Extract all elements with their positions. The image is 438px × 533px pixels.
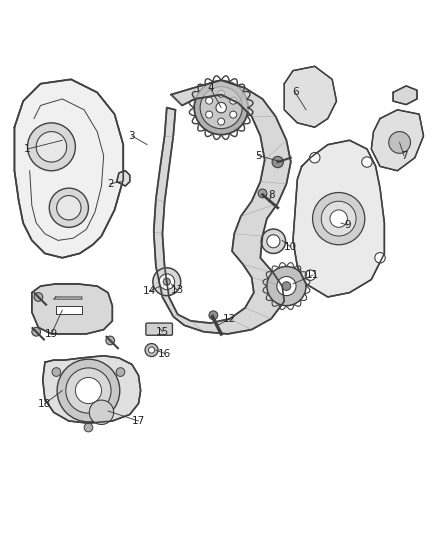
Text: 5: 5	[255, 150, 261, 160]
Polygon shape	[43, 356, 141, 423]
Text: 19: 19	[45, 329, 58, 339]
Circle shape	[66, 368, 111, 413]
Circle shape	[159, 274, 175, 289]
FancyBboxPatch shape	[146, 323, 173, 335]
Polygon shape	[154, 80, 291, 334]
Circle shape	[145, 344, 158, 357]
Circle shape	[116, 368, 125, 376]
Text: 6: 6	[292, 87, 298, 98]
Circle shape	[194, 80, 248, 135]
Text: 4: 4	[207, 83, 214, 93]
Text: 9: 9	[344, 220, 351, 230]
Text: 3: 3	[129, 131, 135, 141]
Circle shape	[258, 189, 267, 198]
Circle shape	[218, 90, 225, 97]
Polygon shape	[284, 66, 336, 127]
Circle shape	[209, 311, 218, 320]
Text: 17: 17	[132, 416, 145, 426]
Circle shape	[277, 277, 296, 296]
Circle shape	[34, 293, 43, 301]
Circle shape	[282, 282, 291, 290]
Polygon shape	[56, 305, 82, 314]
Text: 13: 13	[171, 286, 184, 295]
Circle shape	[218, 118, 225, 125]
Circle shape	[75, 377, 102, 403]
Circle shape	[230, 97, 237, 104]
Circle shape	[49, 188, 88, 228]
Text: 12: 12	[223, 314, 237, 324]
Circle shape	[205, 97, 212, 104]
Circle shape	[389, 132, 410, 154]
Text: 14: 14	[143, 286, 156, 296]
Circle shape	[261, 229, 286, 254]
Polygon shape	[293, 140, 385, 297]
Circle shape	[106, 336, 115, 345]
Circle shape	[205, 111, 212, 118]
Text: 11: 11	[306, 270, 319, 280]
Circle shape	[330, 210, 347, 228]
Circle shape	[36, 132, 67, 162]
Circle shape	[200, 86, 242, 128]
Circle shape	[362, 157, 372, 167]
Text: 18: 18	[38, 399, 52, 409]
Circle shape	[305, 270, 316, 280]
Text: 7: 7	[401, 150, 407, 160]
Circle shape	[32, 327, 41, 336]
Circle shape	[84, 423, 93, 432]
Polygon shape	[32, 284, 113, 334]
Circle shape	[57, 196, 81, 220]
Polygon shape	[117, 171, 130, 186]
Circle shape	[313, 192, 365, 245]
Text: 15: 15	[156, 327, 169, 337]
Circle shape	[375, 253, 385, 263]
Circle shape	[148, 347, 155, 353]
Circle shape	[267, 266, 306, 305]
Circle shape	[310, 152, 320, 163]
Circle shape	[216, 102, 226, 113]
Text: 8: 8	[268, 190, 275, 200]
Circle shape	[321, 201, 356, 236]
Circle shape	[52, 368, 61, 376]
Polygon shape	[393, 86, 417, 104]
Text: 10: 10	[284, 242, 297, 252]
Circle shape	[28, 123, 75, 171]
Text: 2: 2	[107, 179, 113, 189]
Circle shape	[57, 359, 120, 422]
Circle shape	[89, 400, 114, 424]
Circle shape	[163, 278, 170, 285]
Circle shape	[267, 235, 280, 248]
Circle shape	[272, 156, 283, 168]
Polygon shape	[371, 110, 424, 171]
Polygon shape	[14, 79, 123, 258]
Circle shape	[230, 111, 237, 118]
Text: 16: 16	[158, 349, 171, 359]
Circle shape	[153, 268, 181, 296]
Text: 1: 1	[24, 144, 31, 154]
